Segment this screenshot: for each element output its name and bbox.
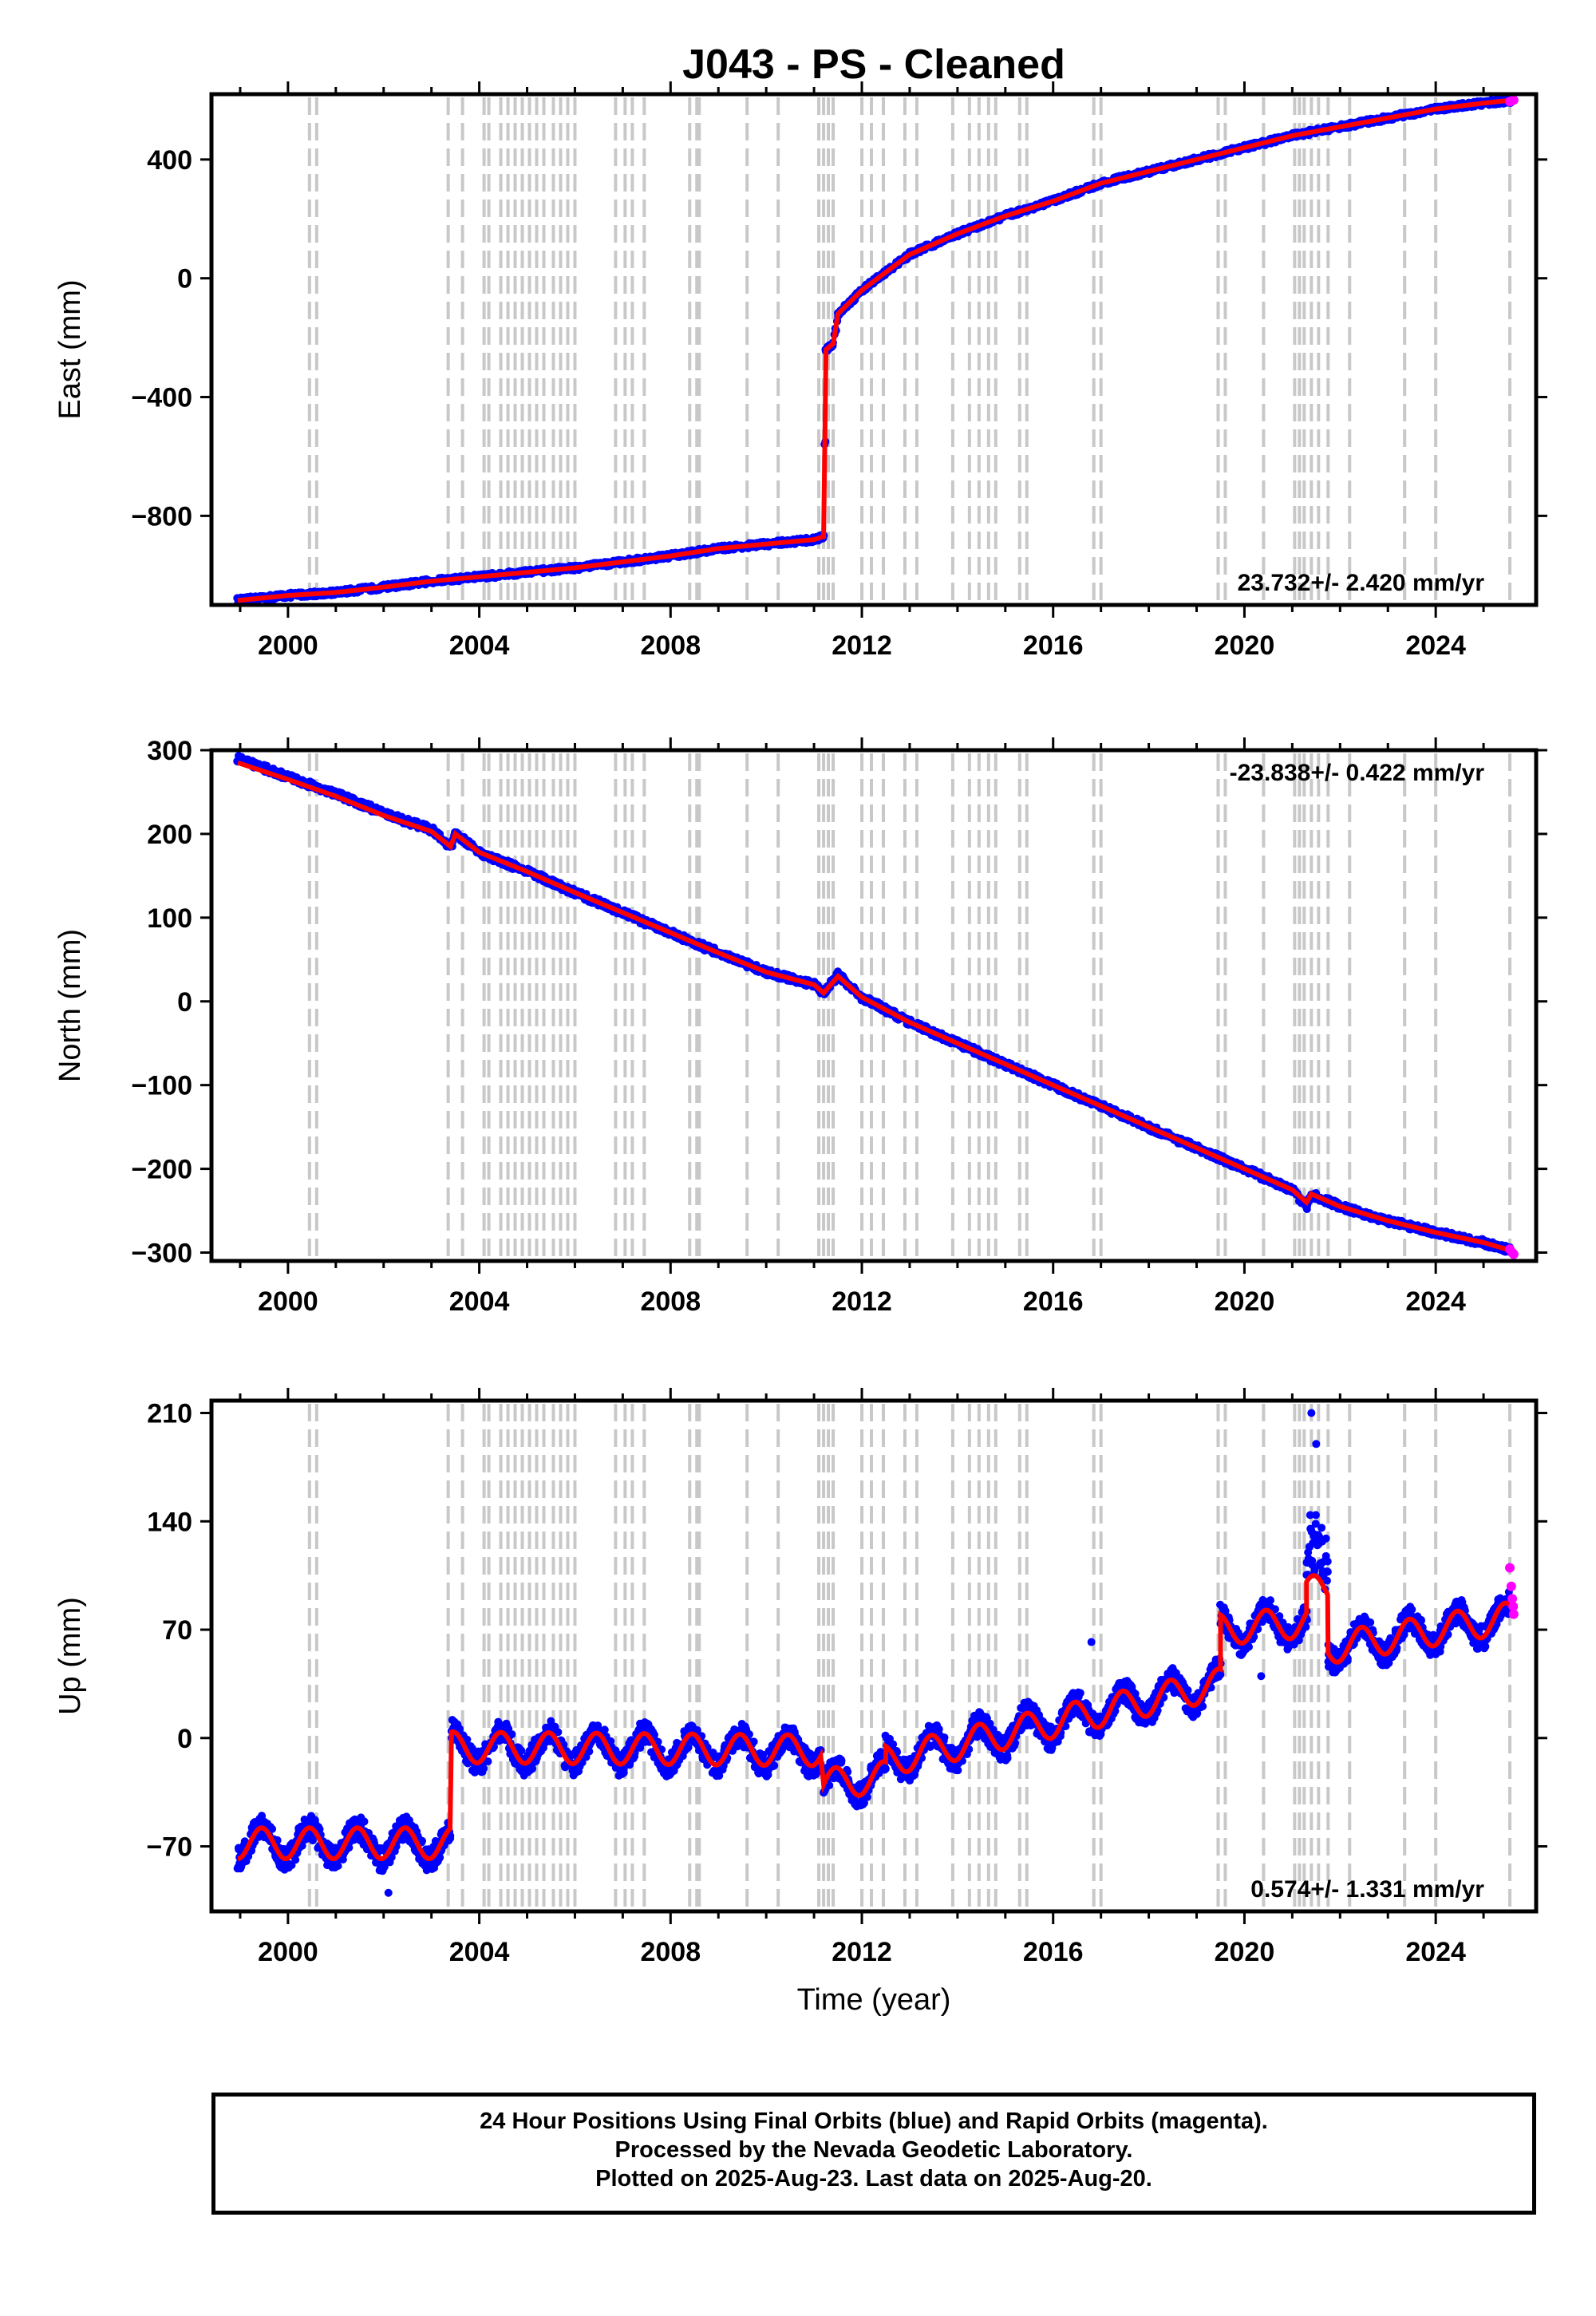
data-point-final	[360, 1817, 369, 1826]
x-tick-label: 2004	[449, 1286, 510, 1317]
data-point-final	[338, 1855, 347, 1863]
x-tick-label: 2000	[258, 630, 318, 661]
chart-title: J043 - PS - Cleaned	[682, 41, 1065, 88]
data-point-final	[298, 1841, 306, 1850]
y-tick-label: 400	[147, 145, 192, 176]
data-point-final	[334, 1861, 342, 1870]
y-tick-label: 0	[177, 987, 192, 1018]
x-tick-label: 2000	[258, 1286, 318, 1317]
y-tick-label: −400	[131, 383, 192, 413]
x-tick-label: 2008	[640, 1286, 701, 1317]
x-tick-label: 2020	[1215, 1286, 1275, 1317]
y-tick-label: 100	[147, 903, 192, 934]
x-tick-label: 2016	[1023, 630, 1084, 661]
plot-area	[233, 1409, 1519, 1897]
y-tick-label: −200	[131, 1155, 192, 1185]
y-tick-label: −100	[131, 1071, 192, 1101]
x-tick-label: 2012	[832, 630, 892, 661]
plot-area	[233, 752, 1519, 1259]
model-line	[237, 760, 1513, 1254]
plot-area	[233, 94, 1519, 605]
y-axis-label: East (mm)	[53, 279, 87, 419]
panel-north: −300 −200 −100 0 100 200 300 2000 2004 2008 2012 20…	[53, 736, 1547, 1317]
x-tick-label: 2020	[1215, 630, 1275, 661]
data-point-rapid	[1508, 1249, 1519, 1259]
model-line	[237, 97, 1513, 603]
data-point-final	[268, 1824, 277, 1833]
x-tick-label: 2004	[449, 630, 510, 661]
x-tick-label: 2012	[832, 1286, 892, 1317]
panel-east: −800 −400 0 400 2000 2004 2008 2012 2016 2020 2024…	[53, 81, 1547, 661]
panel-frame	[209, 92, 1539, 607]
y-tick-label: 300	[147, 736, 192, 766]
y-tick-label: 0	[177, 264, 192, 294]
x-tick-label: 2024	[1405, 1286, 1466, 1317]
data-point-final	[387, 1853, 396, 1862]
x-tick-label: 2016	[1023, 1286, 1084, 1317]
x-tick-label: 2024	[1405, 630, 1466, 661]
y-tick-label: −300	[131, 1239, 192, 1269]
x-tick-label: 2008	[640, 630, 701, 661]
y-tick-label: 200	[147, 820, 192, 850]
rate-label: 23.732+/- 2.420 mm/yr	[1238, 570, 1485, 596]
panel-frame	[209, 748, 1539, 1263]
data-point-rapid	[1508, 95, 1519, 105]
rate-label: -23.838+/- 0.422 mm/yr	[1230, 760, 1485, 786]
y-tick-label: −800	[131, 501, 192, 532]
y-axis-label: North (mm)	[53, 929, 87, 1082]
